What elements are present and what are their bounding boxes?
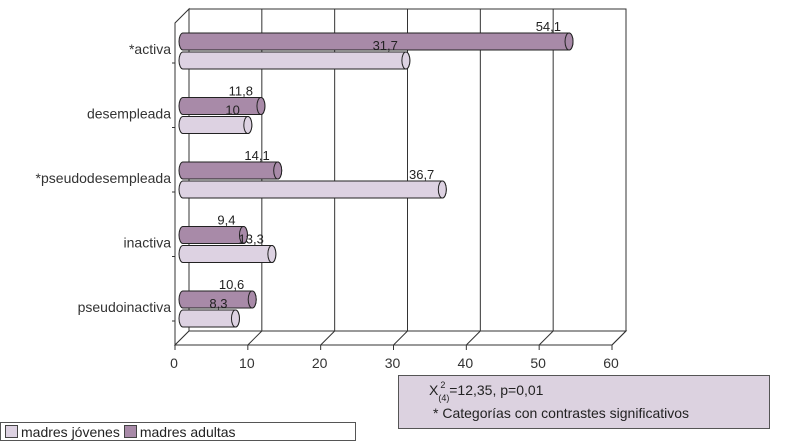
chi-values: =12,35, p=0,01 [445, 382, 544, 398]
category-label: desempleada [87, 106, 171, 122]
data-label: 8,3 [209, 296, 227, 311]
bar [178, 51, 411, 70]
data-label: 10,6 [219, 277, 244, 292]
data-label: 31,7 [373, 38, 398, 53]
chi-subscript: (4) [438, 393, 450, 403]
bar [178, 116, 253, 134]
bar-end-cap [238, 226, 248, 244]
x-tick-label: 40 [458, 355, 474, 371]
category-label: *pseudodesempleada [36, 170, 172, 186]
legend-label-adult: madres adultas [139, 423, 236, 440]
x-tick-label: 30 [385, 355, 401, 371]
legend-label-young: madres jóvenes [21, 423, 120, 440]
data-label: 36,7 [409, 167, 434, 182]
significance-note: * Categorías con contrastes significativ… [433, 405, 690, 421]
chi-square-result: X(4) 2 =12,35, p=0,01 [429, 380, 544, 403]
bar [178, 97, 266, 115]
bar-end-cap [401, 51, 411, 70]
bar-end-cap [243, 116, 253, 134]
bar-end-cap [256, 97, 266, 115]
bar [178, 245, 277, 263]
floor-gridline [247, 330, 263, 346]
x-tick-label: 60 [603, 355, 619, 371]
data-label: 9,4 [217, 213, 235, 228]
bar-end-cap [230, 309, 240, 328]
bar-end-cap [247, 290, 257, 309]
x-tick-label: 0 [170, 355, 178, 371]
statistics-box: X(4) 2 =12,35, p=0,01 * Categorías con co… [398, 375, 770, 429]
bar [178, 180, 447, 199]
bar-end-cap [267, 245, 277, 263]
x-tick-label: 10 [239, 355, 255, 371]
floor-gridline [611, 330, 627, 346]
bar [178, 161, 283, 180]
floor-gridline [465, 330, 481, 346]
bar-end-cap [564, 32, 574, 51]
chi-superscript: 2 [440, 380, 446, 390]
bar [178, 226, 248, 244]
bar [178, 309, 240, 328]
bar-end-cap [273, 161, 283, 180]
category-label: inactiva [124, 235, 172, 251]
category-label: *activa [129, 41, 171, 57]
data-label: 14,1 [244, 148, 269, 163]
data-label: 11,8 [229, 84, 253, 99]
floor-gridline [320, 330, 336, 346]
bar-end-cap [437, 180, 447, 199]
data-label: 54,1 [536, 19, 561, 34]
floor-gridline [393, 330, 408, 346]
x-tick-label: 50 [530, 355, 546, 371]
category-label: pseudoinactiva [78, 299, 172, 315]
legend-item-adult: madres adultas [123, 423, 236, 440]
floor-gridline [538, 330, 554, 346]
legend-item-young: madres jóvenes [5, 424, 120, 440]
x-tick-label: 20 [312, 355, 328, 371]
legend-swatch-adult [123, 425, 137, 438]
data-label: 13,3 [239, 232, 264, 247]
legend-swatch-young [5, 425, 18, 438]
chi-symbol: X [429, 382, 439, 398]
legend: madres jóvenes madres adultas [0, 422, 356, 441]
data-label: 10 [225, 103, 239, 118]
